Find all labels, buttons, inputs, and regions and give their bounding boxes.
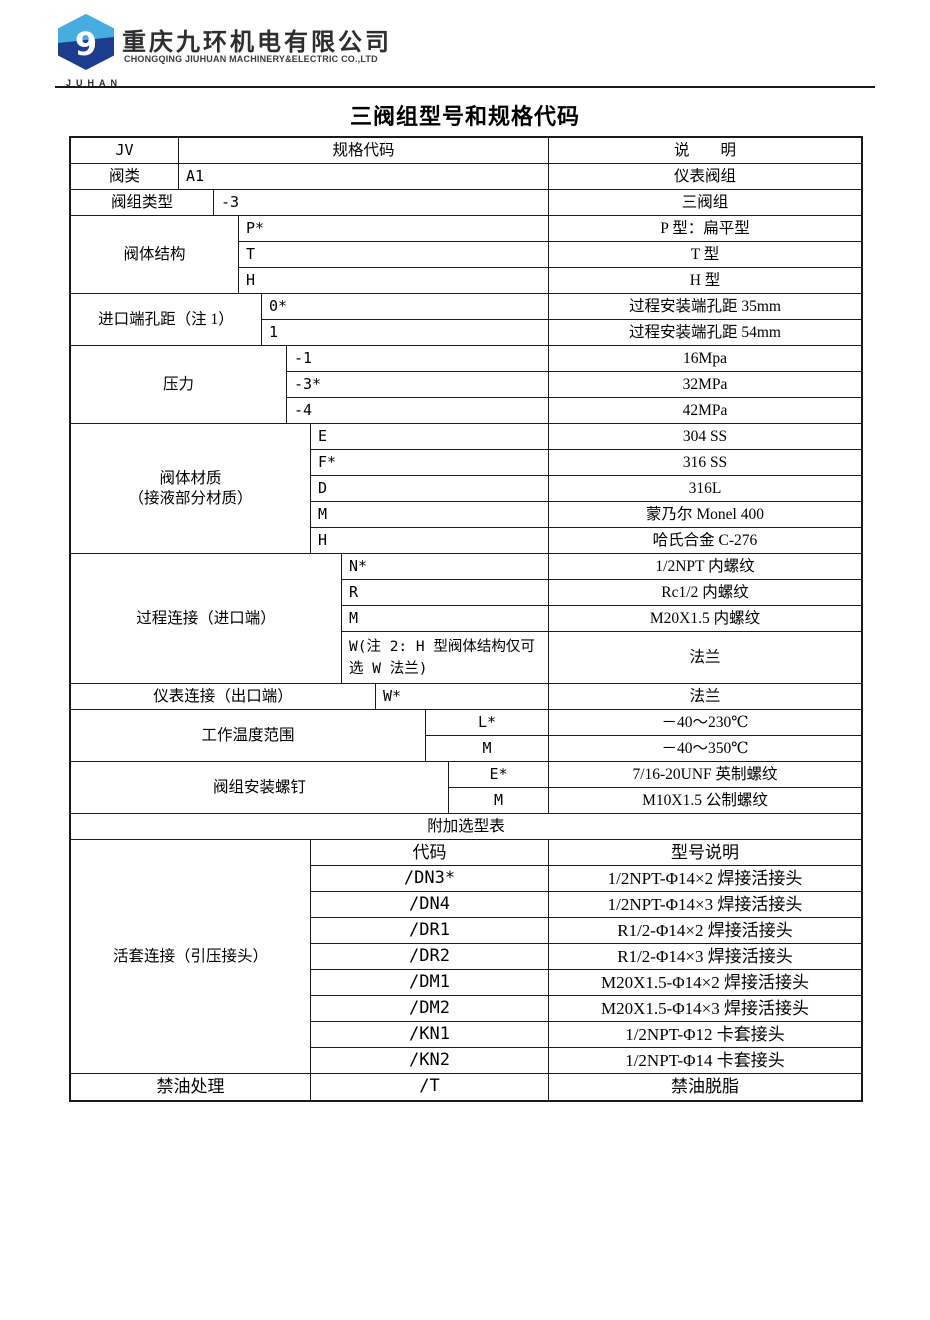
code-cell: H: [239, 268, 549, 294]
code-cell: -3: [214, 190, 549, 216]
desc-cell: Rc1/2 内螺纹: [549, 580, 861, 606]
code-cell: -4: [287, 398, 549, 424]
header-jv-cell: JV: [71, 138, 179, 164]
desc-cell: 42MPa: [549, 398, 861, 424]
label-process-connection: 过程连接（进口端）: [71, 554, 342, 684]
code-cell: P*: [239, 216, 549, 242]
label-body-structure: 阀体结构: [71, 216, 239, 294]
code-cell: F*: [311, 450, 549, 476]
company-name-en: CHONGQING JIUHUAN MACHINERY&ELECTRIC CO.…: [124, 54, 378, 64]
desc-cell: 过程安装端孔距 54mm: [549, 320, 861, 346]
addon-desc-cell: M20X1.5-Φ14×3 焊接活接头: [549, 996, 861, 1022]
addon-desc-cell: M20X1.5-Φ14×2 焊接活接头: [549, 970, 861, 996]
logo-wordmark: JUHAN: [65, 78, 122, 88]
addon-table-banner: 附加选型表: [71, 814, 861, 840]
addon-desc-cell: 1/2NPT-Φ14 卡套接头: [549, 1048, 861, 1074]
label-inlet-hole-distance: 进口端孔距（注 1）: [71, 294, 262, 346]
logo-hexagon-icon: 9: [58, 14, 114, 70]
desc-cell: 1/2NPT 内螺纹: [549, 554, 861, 580]
desc-cell: －40～350℃: [549, 736, 861, 762]
code-cell: L*: [426, 710, 549, 736]
label-line-1: 阀体材质: [159, 470, 222, 488]
desc-cell: 316 SS: [549, 450, 861, 476]
desc-cell: 316L: [549, 476, 861, 502]
code-cell: -3*: [287, 372, 549, 398]
desc-cell: 三阀组: [549, 190, 861, 216]
desc-cell: M20X1.5 内螺纹: [549, 606, 861, 632]
company-logo: 9 JUHAN: [54, 13, 130, 88]
code-cell: M: [342, 606, 549, 632]
label-oil-free-treatment: 禁油处理: [71, 1074, 311, 1100]
desc-cell: 32MPa: [549, 372, 861, 398]
desc-cell: 过程安装端孔距 35mm: [549, 294, 861, 320]
header-spec-code-cell: 规格代码: [179, 138, 549, 164]
code-cell: 0*: [262, 294, 549, 320]
desc-cell: 哈氏合金 C-276: [549, 528, 861, 554]
code-cell: A1: [179, 164, 549, 190]
addon-code-cell: /DR2: [311, 944, 549, 970]
label-working-temperature: 工作温度范围: [71, 710, 426, 762]
addon-desc-cell: 1/2NPT-Φ14×3 焊接活接头: [549, 892, 861, 918]
label-instrument-connection: 仪表连接（出口端）: [71, 684, 376, 710]
code-cell-flange-note: W(注 2: H 型阀体结构仅可选 W 法兰): [342, 632, 549, 684]
addon-desc-cell: 1/2NPT-Φ12 卡套接头: [549, 1022, 861, 1048]
addon-code-cell: /DM2: [311, 996, 549, 1022]
label-mounting-screw: 阀组安装螺钉: [71, 762, 449, 814]
addon-code-cell: /KN1: [311, 1022, 549, 1048]
code-cell: M: [426, 736, 549, 762]
addon-desc-cell: R1/2-Φ14×3 焊接活接头: [549, 944, 861, 970]
code-cell: R: [342, 580, 549, 606]
label-line-2: （接液部分材质）: [128, 489, 253, 507]
desc-cell: －40～230℃: [549, 710, 861, 736]
addon-code-cell: /KN2: [311, 1048, 549, 1074]
desc-cell: 304 SS: [549, 424, 861, 450]
desc-cell: M10X1.5 公制螺纹: [549, 788, 861, 814]
addon-code-cell: /DN4: [311, 892, 549, 918]
label-manifold-type: 阀组类型: [71, 190, 214, 216]
code-cell: W*: [376, 684, 549, 710]
page-title: 三阀组型号和规格代码: [349, 104, 580, 129]
desc-cell: 法兰: [549, 632, 861, 684]
addon-desc-cell: 1/2NPT-Φ14×2 焊接活接头: [549, 866, 861, 892]
addon-header-code: 代码: [311, 840, 549, 866]
addon-code-cell: /DM1: [311, 970, 549, 996]
code-cell: E*: [449, 762, 549, 788]
desc-cell: 仪表阀组: [549, 164, 861, 190]
label-union-connection: 活套连接（引压接头）: [71, 840, 311, 1074]
spec-table: JV 规格代码 说 明 阀类 A1 仪表阀组 阀组类型 -3 三阀组 阀体结构 …: [69, 136, 863, 1102]
desc-cell: 法兰: [549, 684, 861, 710]
addon-header-desc: 型号说明: [549, 840, 861, 866]
svg-text:9: 9: [75, 25, 97, 63]
desc-cell: 7/16-20UNF 英制螺纹: [549, 762, 861, 788]
label-body-material: 阀体材质 （接液部分材质）: [71, 424, 311, 554]
label-valve-class: 阀类: [71, 164, 179, 190]
oil-free-code-cell: /T: [311, 1074, 549, 1100]
code-cell: E: [311, 424, 549, 450]
oil-free-desc-cell: 禁油脱脂: [671, 1077, 739, 1097]
addon-desc-cell: R1/2-Φ14×2 焊接活接头: [549, 918, 861, 944]
desc-cell: P 型：扁平型: [549, 216, 861, 242]
code-cell: H: [311, 528, 549, 554]
desc-cell: T 型: [549, 242, 861, 268]
desc-cell: 蒙乃尔 Monel 400: [549, 502, 861, 528]
header-divider: [55, 86, 875, 88]
code-cell: M: [311, 502, 549, 528]
code-cell: N*: [342, 554, 549, 580]
desc-cell: 16Mpa: [549, 346, 861, 372]
addon-code-cell: /DR1: [311, 918, 549, 944]
company-name-cn: 重庆九环机电有限公司: [122, 29, 392, 56]
code-cell: D: [311, 476, 549, 502]
code-cell: -1: [287, 346, 549, 372]
header-desc-cell: 说 明: [549, 138, 861, 164]
label-pressure: 压力: [71, 346, 287, 424]
code-cell: T: [239, 242, 549, 268]
addon-code-cell: /DN3*: [311, 866, 549, 892]
desc-cell: H 型: [549, 268, 861, 294]
code-cell: M: [449, 788, 549, 814]
code-cell: 1: [262, 320, 549, 346]
